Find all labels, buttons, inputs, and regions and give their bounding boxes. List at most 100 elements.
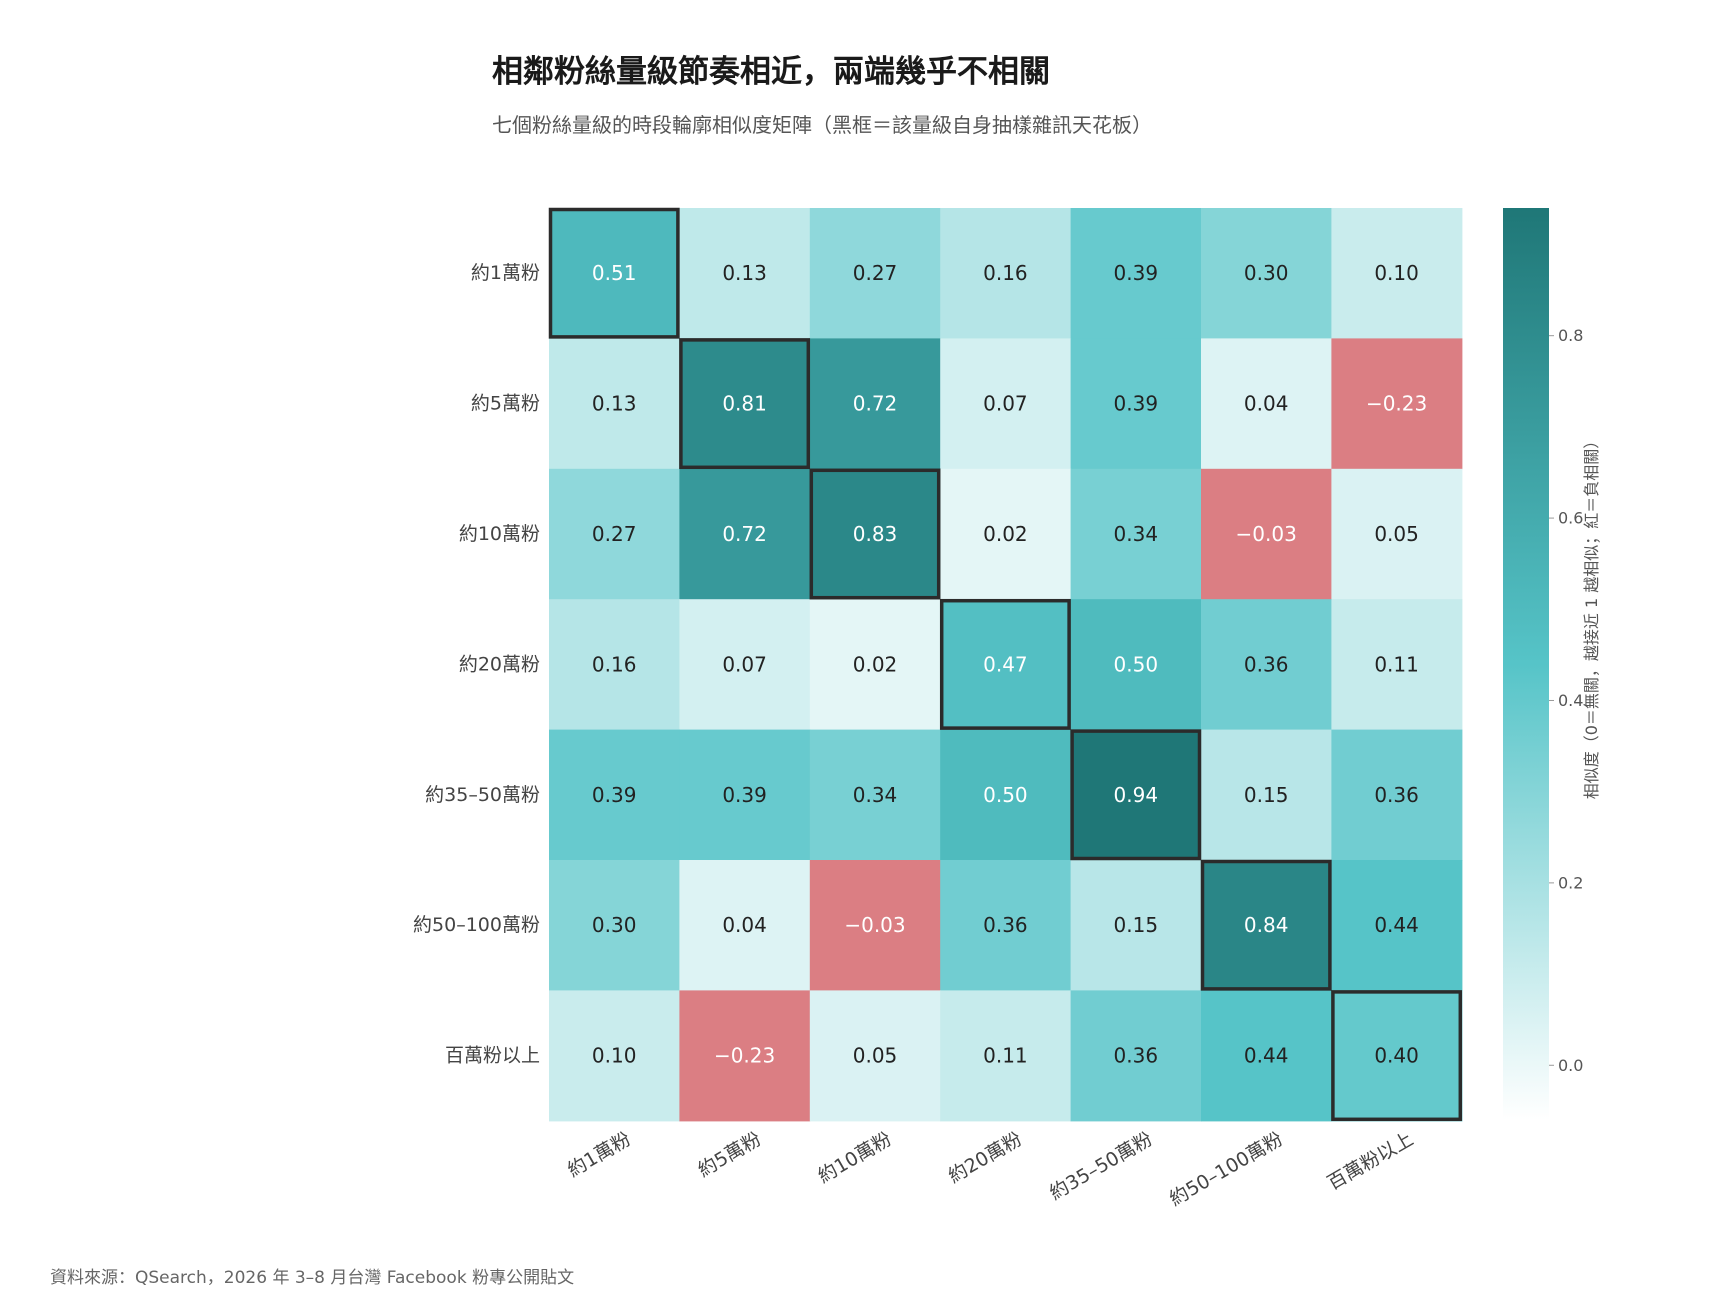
cell-value-label: 0.13 bbox=[722, 261, 767, 285]
heatmap-cell bbox=[1070, 338, 1202, 470]
diagonal-outline bbox=[679, 338, 811, 470]
heatmap-cell bbox=[1331, 338, 1463, 470]
heatmap-cell bbox=[679, 468, 811, 600]
row-label: 約35–50萬粉 bbox=[425, 784, 540, 806]
heatmap-cell bbox=[809, 729, 941, 861]
cell-value-label: 0.51 bbox=[592, 261, 637, 285]
heatmap-cell bbox=[1201, 208, 1332, 339]
cell-value-label: 0.10 bbox=[1374, 261, 1419, 285]
heatmap-cell bbox=[940, 729, 1072, 861]
heatmap-cell bbox=[679, 338, 811, 470]
diagonal-outline bbox=[548, 207, 680, 339]
cell-value-label: 0.11 bbox=[1374, 652, 1419, 676]
cell-value-label: 0.04 bbox=[1244, 392, 1289, 416]
colorbar-tick-label: 0.4 bbox=[1558, 691, 1583, 710]
heatmap-cell bbox=[549, 208, 680, 339]
cell-value-label: 0.44 bbox=[1374, 913, 1419, 937]
heatmap-cell bbox=[940, 860, 1072, 991]
cell-value-label: 0.07 bbox=[722, 652, 767, 676]
column-label: 約1萬粉 bbox=[564, 1128, 635, 1182]
diagonal-outline bbox=[809, 468, 941, 600]
heatmap-cell bbox=[940, 990, 1072, 1122]
heatmap-cell bbox=[809, 208, 941, 339]
cell-value-label: 0.10 bbox=[592, 1044, 637, 1068]
row-label: 約20萬粉 bbox=[459, 653, 540, 675]
colorbar-tick-label: 0.2 bbox=[1558, 873, 1583, 892]
cell-value-label: 0.07 bbox=[983, 392, 1028, 416]
cell-value-label: 0.84 bbox=[1244, 913, 1289, 937]
heatmap-cell bbox=[1201, 990, 1332, 1122]
row-label: 約50–100萬粉 bbox=[413, 914, 540, 936]
cell-value-label: 0.36 bbox=[983, 913, 1028, 937]
diagonal-outline bbox=[1200, 859, 1332, 991]
cell-value-label: 0.15 bbox=[1114, 913, 1159, 937]
heatmap-cell bbox=[549, 729, 680, 861]
heatmap-cell bbox=[1201, 729, 1332, 861]
heatmap-cell bbox=[1331, 468, 1463, 600]
cell-value-label: 0.36 bbox=[1374, 783, 1419, 807]
heatmap-cell bbox=[1070, 599, 1202, 731]
heatmap-cell bbox=[809, 860, 941, 991]
colorbar: 0.0 0.2 0.4 0.6 0.8 相似度（0＝無關，越接近 1 越相似；紅＝負相關… bbox=[1503, 208, 1601, 1120]
heatmap-cell bbox=[1201, 338, 1332, 470]
heatmap-cell bbox=[1331, 208, 1463, 339]
cell-value-label: 0.34 bbox=[1114, 522, 1159, 546]
source-note: 資料來源：QSearch，2026 年 3–8 月台灣 Facebook 粉專公… bbox=[50, 1268, 575, 1288]
cell-value-label: −0.03 bbox=[844, 913, 905, 937]
cell-value-label: 0.13 bbox=[592, 392, 637, 416]
heatmap-cell bbox=[809, 338, 941, 470]
cell-value-label: 0.05 bbox=[853, 1044, 898, 1068]
heatmap-cell bbox=[1331, 599, 1463, 731]
heatmap-cell bbox=[679, 208, 811, 339]
colorbar-tick-label: 0.8 bbox=[1558, 326, 1583, 345]
cell-value-label: 0.72 bbox=[722, 522, 767, 546]
cell-value-label: 0.11 bbox=[983, 1044, 1028, 1068]
colorbar-tick-label: 0.0 bbox=[1558, 1056, 1583, 1075]
cell-value-label: 0.40 bbox=[1374, 1044, 1419, 1068]
heatmap-cell bbox=[1331, 860, 1463, 991]
cell-value-label: 0.47 bbox=[983, 652, 1028, 676]
heatmap-cell bbox=[1201, 468, 1332, 600]
colorbar-gradient bbox=[1503, 208, 1549, 1120]
cell-value-label: 0.81 bbox=[722, 392, 767, 416]
chart-title: 相鄰粉絲量級節奏相近，兩端幾乎不相關 bbox=[492, 54, 1050, 90]
cell-value-label: 0.34 bbox=[853, 783, 898, 807]
column-label: 約35–50萬粉 bbox=[1046, 1128, 1156, 1204]
heatmap-cell bbox=[549, 599, 680, 731]
row-label: 約10萬粉 bbox=[459, 523, 540, 545]
cell-value-label: 0.05 bbox=[1374, 522, 1419, 546]
heatmap-cell bbox=[940, 208, 1072, 339]
heatmap-cell bbox=[1070, 468, 1202, 600]
cell-value-label: −0.23 bbox=[1366, 392, 1427, 416]
heatmap-cell bbox=[679, 860, 811, 991]
heatmap-cell bbox=[549, 338, 680, 470]
cell-value-label: 0.16 bbox=[983, 261, 1028, 285]
heatmap-cell bbox=[679, 729, 811, 861]
cell-value-label: 0.50 bbox=[1114, 652, 1159, 676]
column-label: 約50–100萬粉 bbox=[1166, 1128, 1287, 1211]
diagonal-outlines bbox=[548, 207, 1463, 1122]
cell-value-label: 0.27 bbox=[592, 522, 637, 546]
diagonal-outline bbox=[1331, 990, 1463, 1122]
colorbar-tick-label: 0.6 bbox=[1558, 509, 1583, 528]
cell-value-label: 0.83 bbox=[853, 522, 898, 546]
cell-value-label: 0.39 bbox=[1114, 392, 1159, 416]
cell-value-label: 0.36 bbox=[1114, 1044, 1159, 1068]
heatmap-cell bbox=[549, 860, 680, 991]
cell-value-label: 0.30 bbox=[592, 913, 637, 937]
chart-subtitle: 七個粉絲量級的時段輪廓相似度矩陣（黑框＝該量級自身抽樣雜訊天花板） bbox=[492, 113, 1152, 137]
row-label: 約1萬粉 bbox=[471, 262, 540, 284]
heatmap-cell bbox=[809, 468, 941, 600]
heatmap-cell bbox=[940, 338, 1072, 470]
heatmap-cell bbox=[679, 990, 811, 1122]
colorbar-ticks: 0.0 0.2 0.4 0.6 0.8 bbox=[1549, 326, 1583, 1075]
colorbar-title: 相似度（0＝無關，越接近 1 越相似；紅＝負相關） bbox=[1582, 433, 1601, 800]
row-label: 百萬粉以上 bbox=[445, 1045, 540, 1067]
heatmap-cell-labels: 0.51 0.13 0.27 0.16 0.39 0.30 0.10 0.13 0.81 0.72… bbox=[592, 261, 1427, 1067]
heatmap-cell bbox=[1331, 990, 1463, 1122]
heatmap-cell bbox=[1201, 860, 1332, 991]
heatmap-cell bbox=[1070, 729, 1202, 861]
cell-value-label: 0.16 bbox=[592, 652, 637, 676]
